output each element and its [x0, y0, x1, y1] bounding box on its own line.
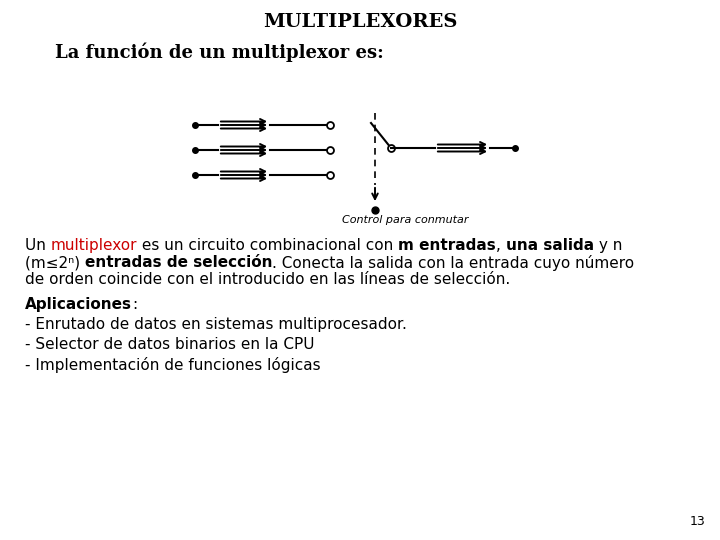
Text: es un circuito combinacional con: es un circuito combinacional con	[138, 238, 398, 253]
Text: Un: Un	[25, 238, 50, 253]
Text: entradas de selección: entradas de selección	[85, 255, 272, 270]
Text: - Selector de datos binarios en la CPU: - Selector de datos binarios en la CPU	[25, 337, 315, 352]
Text: ,: ,	[496, 238, 506, 253]
Text: . Conecta la salida con la entrada cuyo número: . Conecta la salida con la entrada cuyo …	[272, 255, 634, 271]
Text: La función de un multiplexor es:: La función de un multiplexor es:	[55, 42, 384, 62]
Text: Control para conmutar: Control para conmutar	[342, 215, 468, 225]
Text: multiplexor: multiplexor	[50, 238, 138, 253]
Text: Aplicaciones: Aplicaciones	[25, 297, 132, 312]
Text: - Implementación de funciones lógicas: - Implementación de funciones lógicas	[25, 357, 320, 373]
Text: - Enrutado de datos en sistemas multiprocesador.: - Enrutado de datos en sistemas multipro…	[25, 317, 407, 332]
Text: una salida: una salida	[506, 238, 594, 253]
Text: :: :	[132, 297, 137, 312]
Text: m entradas: m entradas	[398, 238, 496, 253]
Text: MULTIPLEXORES: MULTIPLEXORES	[263, 13, 457, 31]
Text: (m≤2ⁿ): (m≤2ⁿ)	[25, 255, 85, 270]
Text: 13: 13	[689, 515, 705, 528]
Text: y n: y n	[594, 238, 622, 253]
Text: de orden coincide con el introducido en las líneas de selección.: de orden coincide con el introducido en …	[25, 272, 510, 287]
